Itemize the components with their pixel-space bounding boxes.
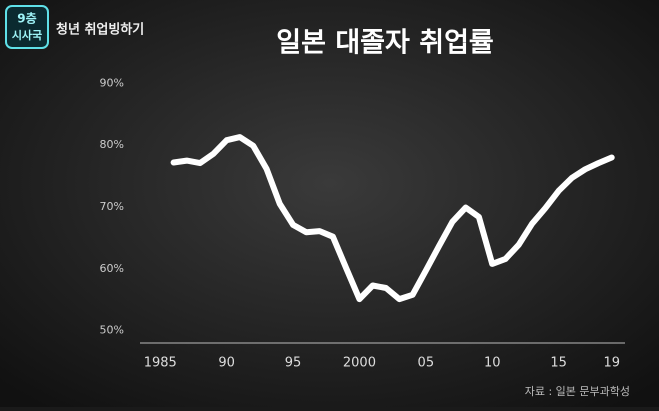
logo-box (5, 5, 49, 49)
program-name: 청년 취업빙하기 (56, 22, 144, 38)
x-tick-label: 2000 (343, 356, 376, 371)
x-tick-label: 90 (218, 356, 235, 371)
y-tick-label: 50% (100, 324, 124, 337)
source: 자료 : 일본 문부과학성 (525, 384, 630, 398)
x-tick-label: 05 (418, 356, 435, 371)
x-tick-label: 10 (484, 356, 501, 371)
logo-text: 시사국 (12, 28, 42, 42)
y-tick-label: 90% (100, 76, 124, 89)
x-tick-label: 1985 (144, 356, 177, 371)
y-tick-label: 80% (100, 138, 124, 151)
x-tick-label: 19 (603, 356, 620, 371)
x-tick-label: 95 (285, 356, 302, 371)
y-tick-label: 70% (100, 200, 124, 213)
chart-title: 일본 대졸자 취업률 (276, 28, 494, 59)
logo-text: 9층 (17, 11, 36, 26)
x-tick-label: 15 (550, 356, 567, 371)
y-tick-label: 60% (100, 262, 124, 275)
data-line (170, 134, 615, 303)
